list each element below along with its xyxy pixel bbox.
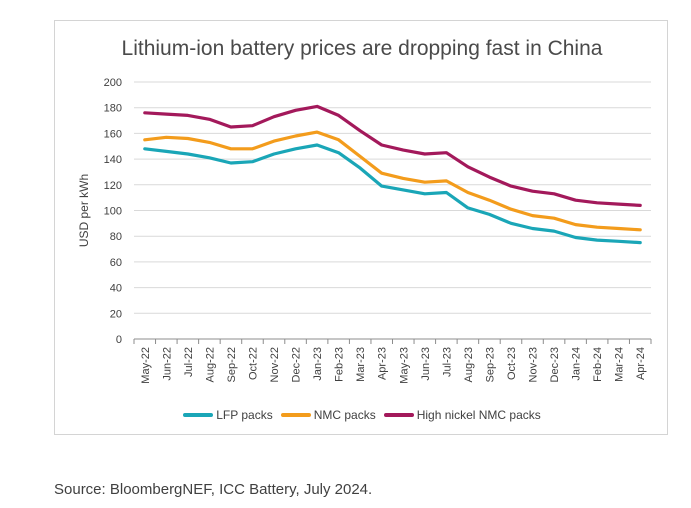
series-line-0 (143, 143, 642, 245)
x-tick-label: Dec-23 (549, 347, 561, 382)
y-tick-label: 60 (110, 257, 122, 269)
x-tick-label: Nov-23 (528, 347, 540, 382)
legend-item: LFP packs (183, 408, 273, 422)
y-tick-label: 20 (110, 308, 122, 320)
series-line-1 (143, 130, 642, 232)
y-tick-label: 80 (110, 231, 122, 243)
y-tick-label: 100 (104, 206, 122, 218)
x-tick-label: Oct-23 (506, 347, 518, 380)
y-tick-label: 200 (104, 77, 122, 89)
series-line-2 (143, 104, 642, 207)
y-tick-label: 0 (116, 334, 122, 346)
line-chart: 0 20 40 60 80 100 120 140 160 180 200 May-22 Jun-22 J… (77, 77, 652, 384)
y-axis-title: USD per kWh (77, 174, 91, 247)
y-tick-label: 180 (104, 103, 122, 115)
source-note: Source: BloombergNEF, ICC Battery, July … (54, 481, 373, 498)
legend-label: High nickel NMC packs (416, 408, 541, 422)
x-tick-label: Jan-23 (312, 347, 324, 381)
legend-item: NMC packs (280, 408, 376, 422)
x-tick-label: Sep-23 (484, 347, 496, 382)
x-tick-label: Jul-23 (441, 347, 453, 377)
x-tick-label: May-23 (398, 347, 410, 384)
legend-label: LFP packs (216, 408, 273, 422)
x-tick-label: Feb-23 (334, 347, 346, 382)
x-tick-label: Jul-22 (183, 347, 195, 377)
x-tick-label: Jun-22 (161, 347, 173, 381)
x-tick-label: Sep-22 (226, 347, 238, 382)
x-tick-label: Aug-22 (204, 347, 216, 382)
x-tick-label: Oct-22 (247, 347, 259, 380)
y-tick-label: 140 (104, 154, 122, 166)
chart-title: Lithium-ion battery prices are dropping … (121, 37, 603, 60)
chart-panel: Lithium-ion battery prices are dropping … (54, 20, 668, 435)
x-tick-label: Mar-24 (614, 347, 626, 382)
legend-item: High nickel NMC packs (383, 408, 541, 422)
legend-label: NMC packs (313, 408, 376, 422)
x-tick-label: Apr-23 (377, 347, 389, 380)
legend-swatch (280, 413, 311, 417)
legend-swatch (383, 413, 414, 417)
x-tick-label: Aug-23 (463, 347, 475, 382)
legend-swatch (183, 413, 214, 417)
x-tick-label: Jan-24 (571, 347, 583, 381)
x-tick-label: Jun-23 (420, 347, 432, 381)
chart-legend: LFP packs NMC packs High nickel NMC packs (55, 408, 669, 422)
x-tick-label: May-22 (140, 347, 152, 384)
x-tick-label: Nov-22 (269, 347, 281, 382)
y-tick-label: 40 (110, 283, 122, 295)
y-tick-label: 120 (104, 180, 122, 192)
x-tick-label: Dec-22 (291, 347, 303, 382)
x-tick-label: Feb-24 (592, 347, 604, 382)
x-tick-label: Apr-24 (635, 347, 647, 380)
y-tick-label: 160 (104, 128, 122, 140)
x-tick-label: Mar-23 (355, 347, 367, 382)
